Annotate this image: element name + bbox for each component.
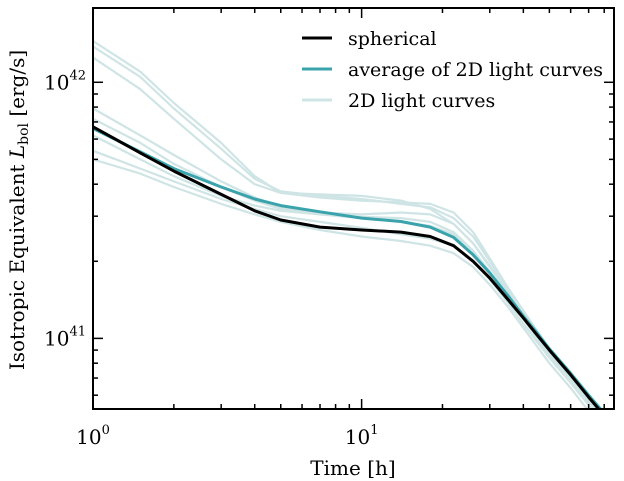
legend-label-spherical: spherical [348,28,437,50]
plot-frame [92,7,615,410]
y-axis-title: Isotropic Equivalent Lbol [erg/s] [5,50,32,370]
legend-label-average: average of 2D light curves [348,59,603,81]
light-curve-2d-4 [93,107,602,409]
main-curves-layer [93,125,603,409]
legend-label-2d: 2D light curves [348,90,495,112]
light-curve-2d-7 [93,149,594,409]
y-tick-label: 1041 [44,324,86,350]
light-curve-2d-8 [93,158,589,409]
average-curve [93,127,603,409]
tick-labels: 100 101 1041 1042 [44,68,378,449]
y-tick-label: 1042 [44,68,86,94]
x-tick-label: 101 [345,423,379,449]
spherical-curve [93,125,601,409]
legend: spherical average of 2D light curves 2D … [302,28,603,112]
x-tick-label: 100 [76,423,110,449]
x-axis-title: Time [h] [310,456,395,480]
light-curve-2d-3 [93,56,597,409]
